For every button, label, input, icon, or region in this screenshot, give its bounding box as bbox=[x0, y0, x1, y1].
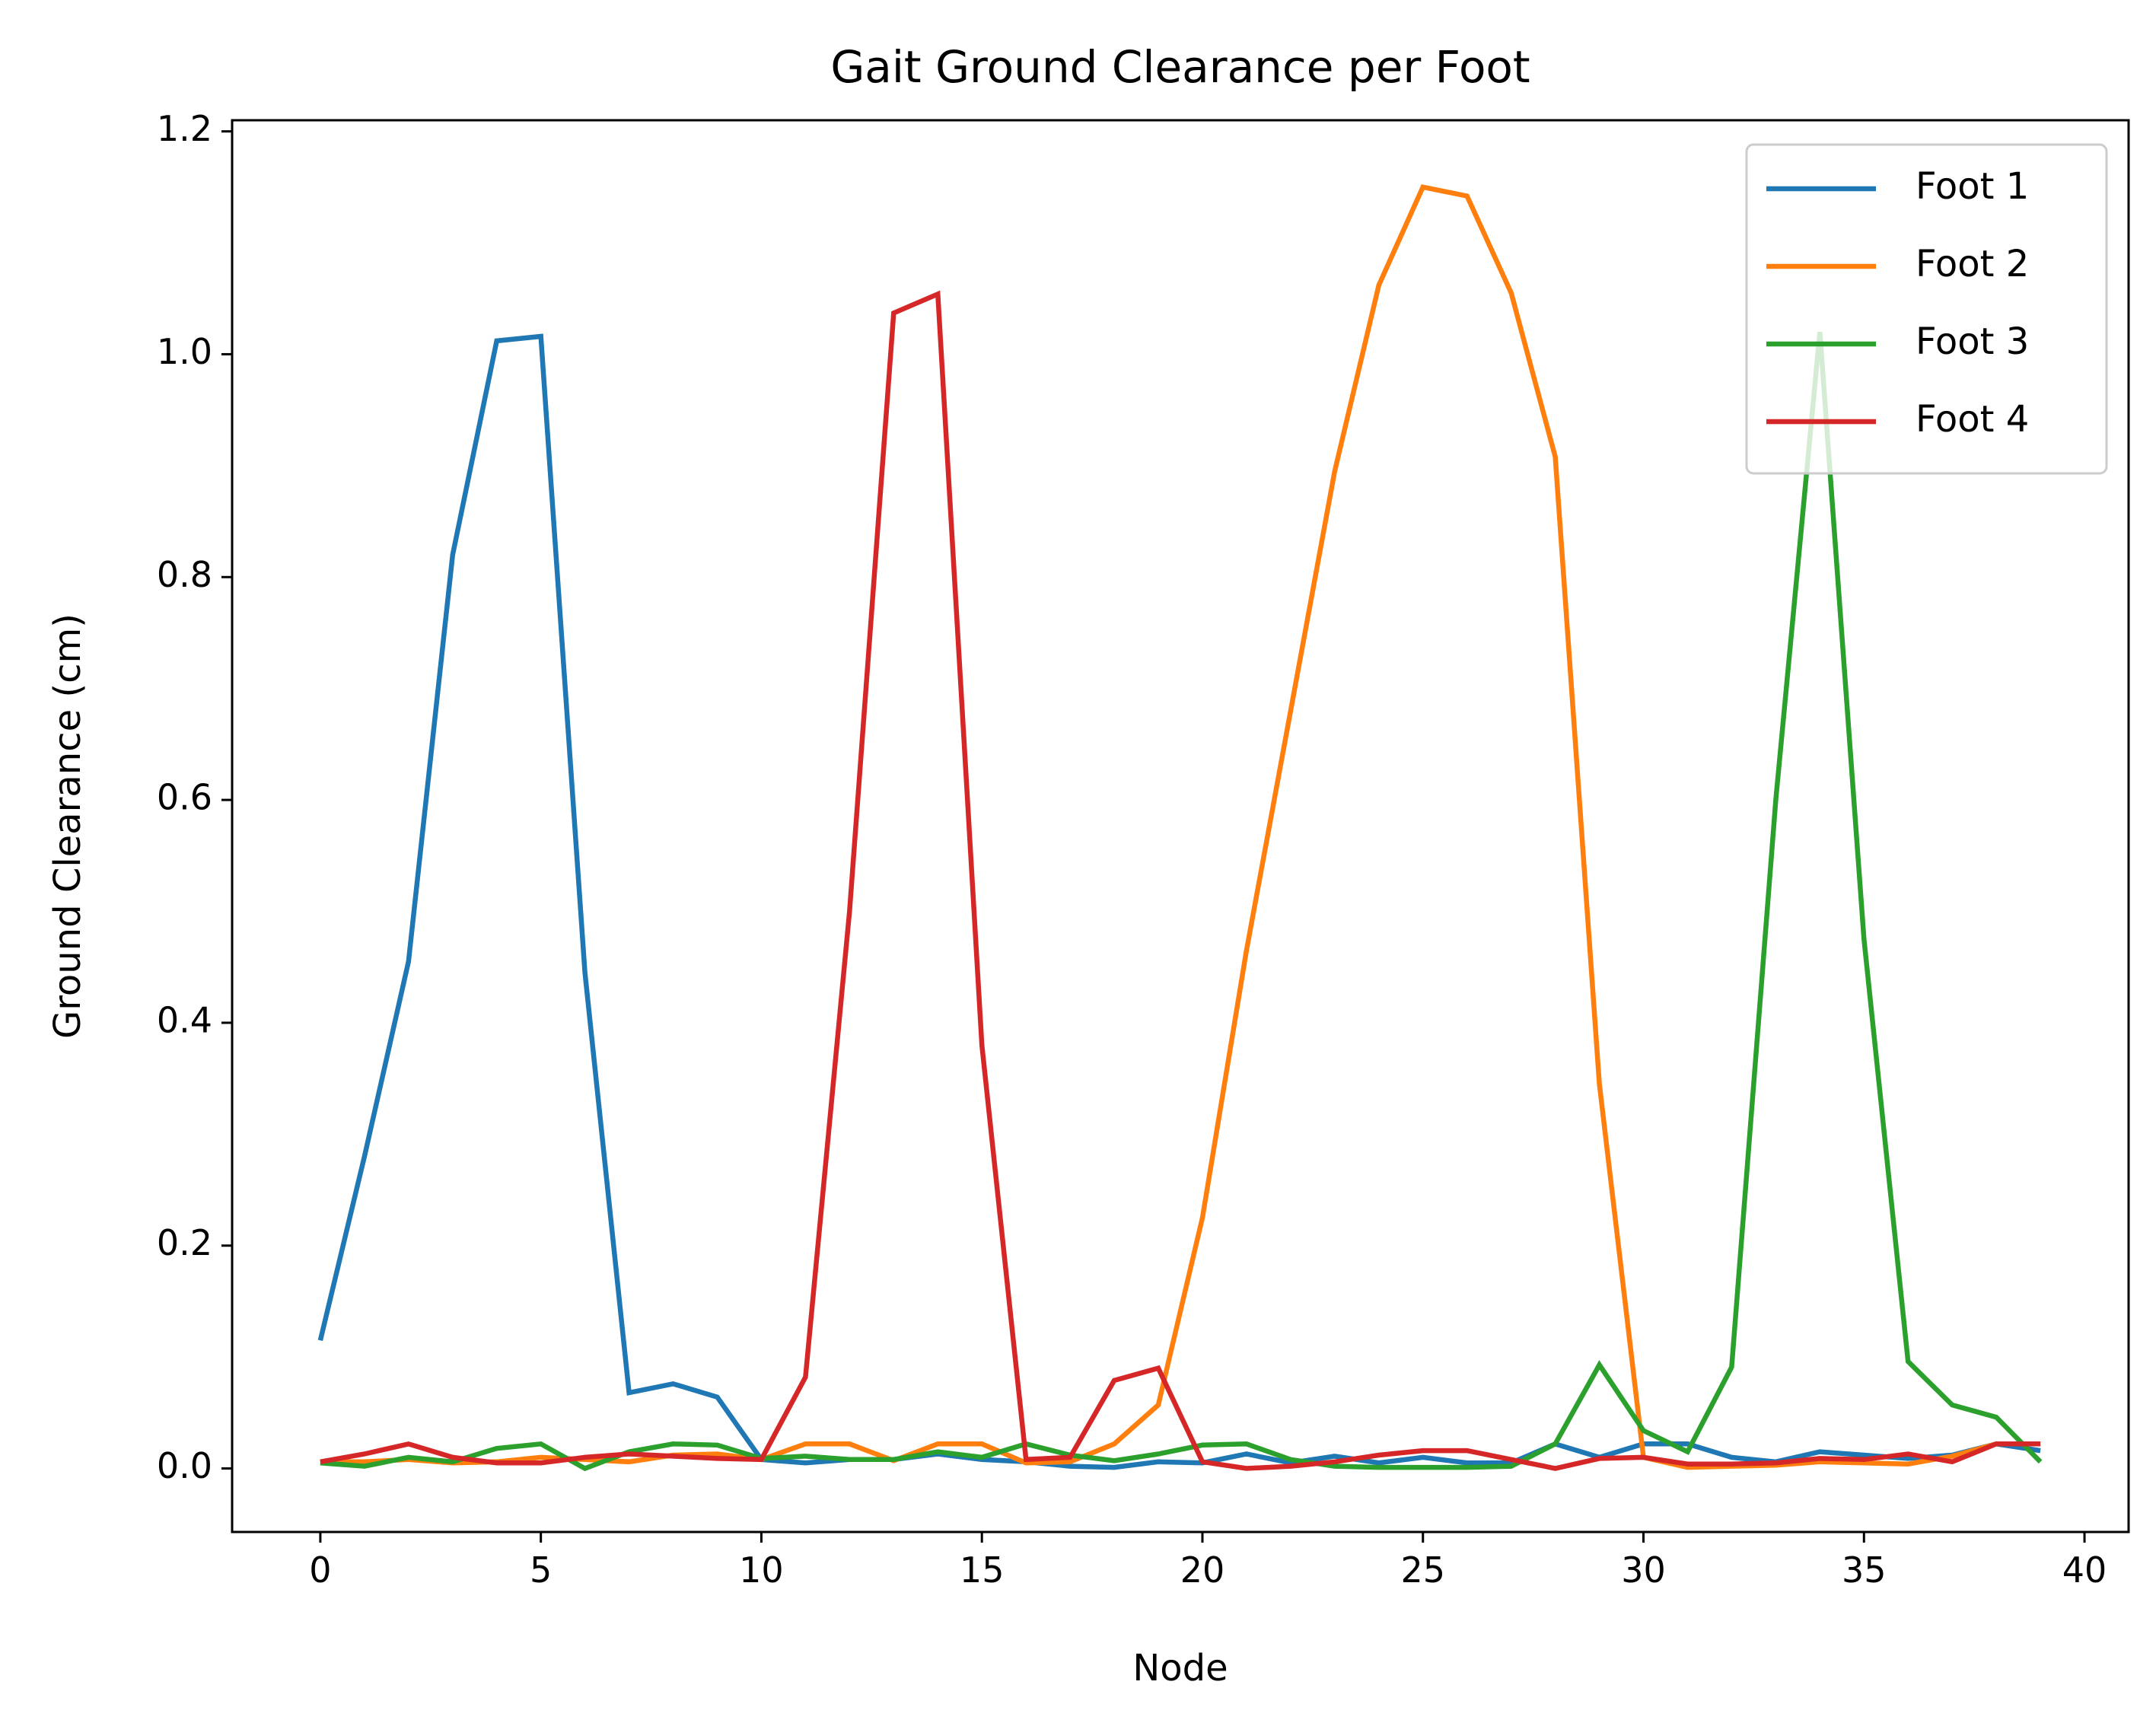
y-tick-label: 0.8 bbox=[157, 554, 212, 595]
x-tick-label: 25 bbox=[1400, 1549, 1445, 1591]
y-axis-title: Ground Clearance (cm) bbox=[46, 613, 89, 1039]
x-tick-label: 40 bbox=[2062, 1549, 2107, 1591]
y-tick-label: 0.0 bbox=[157, 1445, 212, 1486]
legend-label: Foot 3 bbox=[1916, 320, 2029, 363]
y-tick-label: 0.2 bbox=[157, 1222, 212, 1263]
x-tick-label: 0 bbox=[309, 1549, 331, 1591]
series-line-foot-4 bbox=[320, 290, 2041, 1471]
x-tick-label: 5 bbox=[530, 1549, 552, 1591]
x-tick-label: 15 bbox=[960, 1549, 1005, 1591]
x-tick-label: 35 bbox=[1842, 1549, 1887, 1591]
legend-label: Foot 4 bbox=[1916, 398, 2029, 441]
series-line-foot-3 bbox=[320, 331, 2043, 1472]
y-tick-label: 1.0 bbox=[157, 331, 212, 372]
legend-box bbox=[1745, 143, 2108, 475]
x-tick-label: 10 bbox=[739, 1549, 784, 1591]
legend-label: Foot 2 bbox=[1916, 243, 2029, 285]
y-tick-label: 0.6 bbox=[157, 777, 212, 818]
legend-label: Foot 1 bbox=[1916, 165, 2029, 208]
series-layer bbox=[317, 184, 2043, 1472]
legend: Foot 1 Foot 2 Foot 3 Foot 4 bbox=[1745, 143, 2108, 475]
x-tick-label: 20 bbox=[1180, 1549, 1225, 1591]
x-tick-label: 30 bbox=[1621, 1549, 1666, 1591]
y-tick-label: 1.2 bbox=[157, 108, 212, 149]
plot-frame bbox=[231, 119, 2130, 1534]
y-axis: 0.0 0.2 0.4 0.6 0.8 1.0 1.2 bbox=[157, 108, 232, 1486]
series-line-foot-1 bbox=[317, 333, 2041, 1470]
chart-title: Gait Ground Clearance per Foot bbox=[830, 41, 1530, 93]
plot-area bbox=[231, 119, 2130, 1534]
y-tick-label: 0.4 bbox=[157, 999, 212, 1040]
x-axis: 0 5 10 15 20 25 30 35 40 bbox=[309, 1532, 2107, 1591]
x-axis-title: Node bbox=[1132, 1647, 1228, 1690]
